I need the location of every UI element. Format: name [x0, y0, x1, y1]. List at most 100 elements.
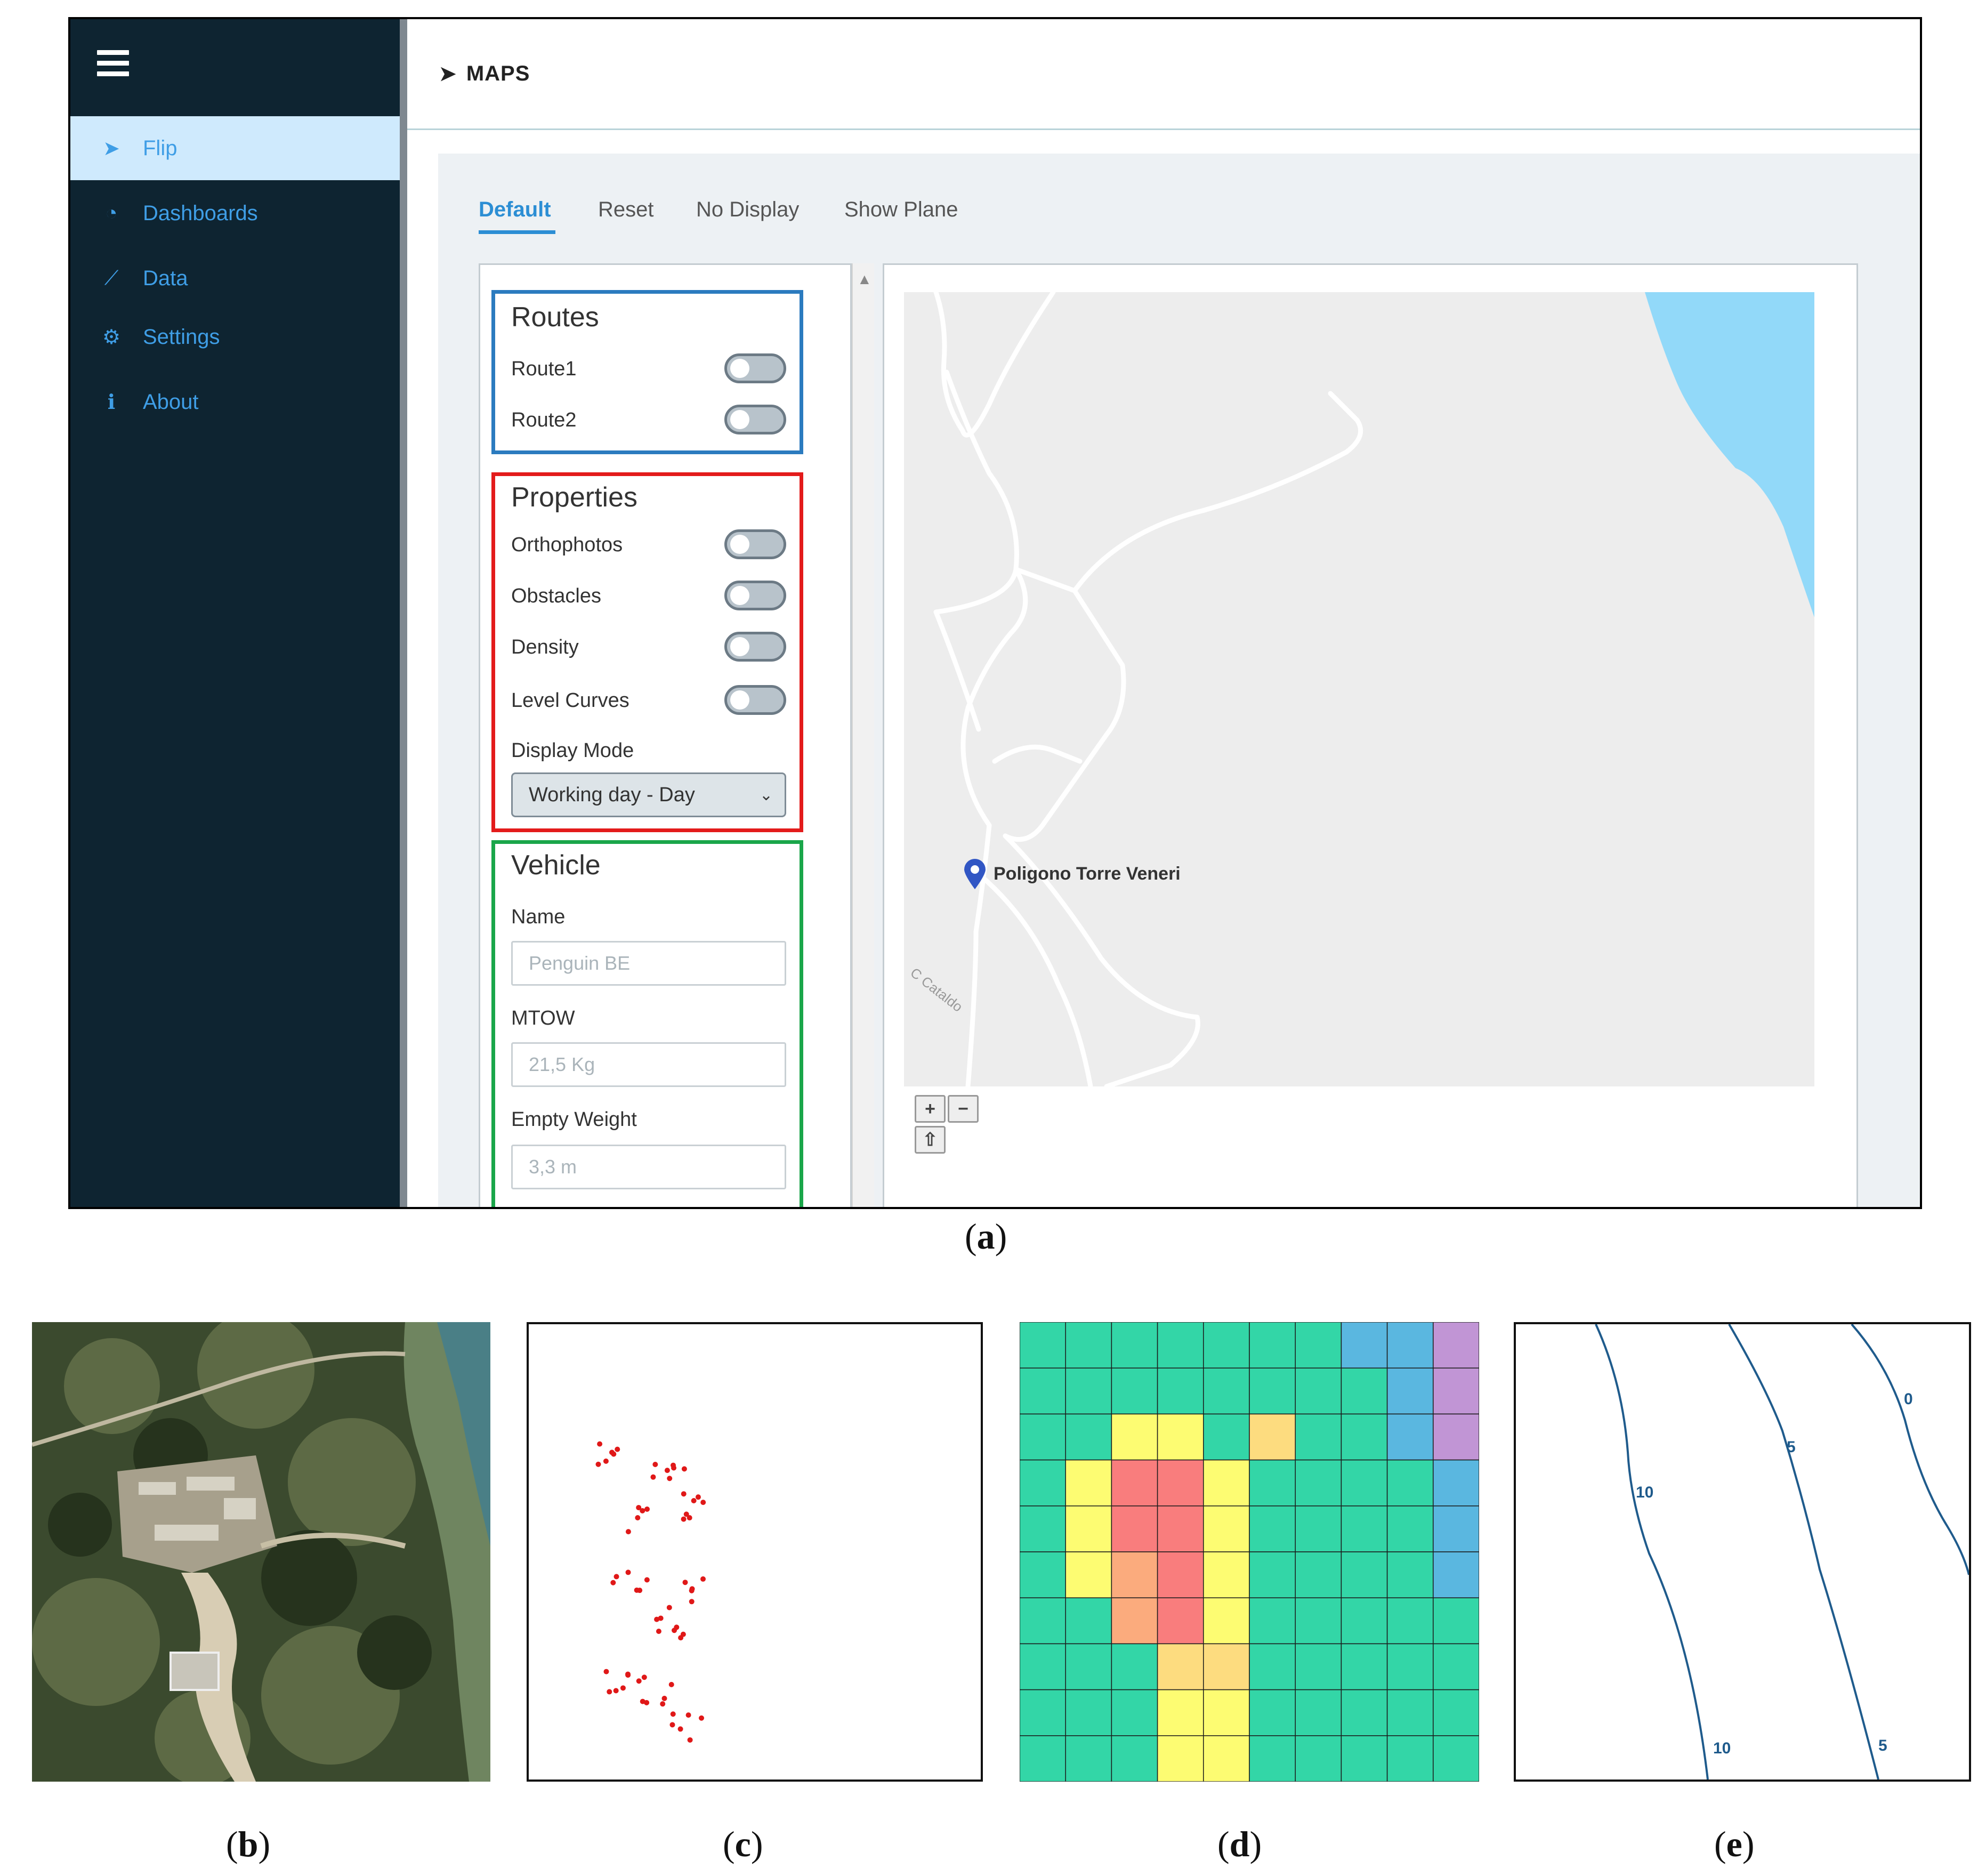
density-cell — [1111, 1322, 1158, 1368]
caption-d: (d) — [1217, 1824, 1262, 1864]
home-extent-button[interactable]: ⇧ — [915, 1126, 946, 1154]
density-toggle[interactable] — [724, 632, 786, 662]
density-cell — [1386, 1505, 1434, 1552]
empty-weight-field[interactable]: 3,3 m — [511, 1145, 786, 1189]
level-curves-label: Level Curves — [511, 689, 629, 712]
obstacle-point — [636, 1504, 642, 1510]
density-cell — [1433, 1551, 1480, 1598]
obstacle-point — [680, 1631, 686, 1637]
obstacle-point — [613, 1688, 619, 1694]
density-cell — [1433, 1322, 1480, 1368]
density-cell — [1433, 1367, 1480, 1415]
sidebar-item-label: Data — [143, 266, 188, 290]
contour-label: 10 — [1636, 1484, 1653, 1501]
obstacle-point — [695, 1494, 701, 1500]
contour-label: 10 — [1713, 1740, 1731, 1757]
density-cell — [1295, 1367, 1342, 1415]
sidebar-item-flip[interactable]: ➤ Flip — [70, 116, 400, 180]
obstacles-toggle[interactable] — [724, 581, 786, 610]
density-cell — [1019, 1459, 1066, 1507]
density-cell — [1157, 1689, 1204, 1736]
obstacle-point — [666, 1605, 672, 1611]
obstacle-point — [671, 1465, 677, 1471]
vehicle-name-field[interactable]: Penguin BE — [511, 941, 786, 986]
density-cell — [1111, 1689, 1158, 1736]
sidebar-item-about[interactable]: ℹ About — [70, 370, 400, 434]
density-cell — [1065, 1597, 1112, 1645]
obstacle-point — [661, 1695, 667, 1701]
route1-toggle[interactable] — [724, 353, 786, 383]
orthophotos-toggle[interactable] — [724, 529, 786, 559]
density-cell — [1111, 1367, 1158, 1415]
density-cell — [1341, 1643, 1388, 1690]
tab-show-plane[interactable]: Show Plane — [844, 198, 958, 221]
obstacle-point — [667, 1476, 673, 1482]
hamburger-menu-icon[interactable] — [97, 50, 129, 79]
scroll-up-icon[interactable]: ▲ — [857, 271, 872, 287]
display-mode-value: Working day - Day — [529, 783, 695, 806]
sidebar-item-settings[interactable]: ⚙ Settings — [70, 305, 400, 369]
density-cell — [1433, 1413, 1480, 1461]
obstacle-point — [644, 1700, 650, 1705]
density-cell — [1249, 1322, 1296, 1368]
obstacle-point — [689, 1586, 695, 1592]
mtow-field[interactable]: 21,5 Kg — [511, 1042, 786, 1087]
obstacle-point — [640, 1508, 645, 1513]
density-cell — [1386, 1735, 1434, 1782]
density-cell — [1203, 1322, 1250, 1368]
tab-default[interactable]: Default — [479, 198, 551, 221]
sidebar-item-data[interactable]: ⟋ Data — [70, 246, 400, 310]
density-cell — [1386, 1597, 1434, 1645]
density-cell — [1295, 1597, 1342, 1645]
density-cell — [1341, 1505, 1388, 1552]
density-cell — [1157, 1505, 1204, 1552]
contour-line-0 — [1851, 1323, 1970, 1575]
location-pin-icon[interactable] — [963, 858, 987, 890]
obstacle-point — [634, 1587, 640, 1593]
obstacle-point — [689, 1599, 695, 1605]
display-mode-label: Display Mode — [511, 739, 634, 762]
density-cell — [1019, 1413, 1066, 1461]
density-cell — [1065, 1367, 1112, 1415]
page-header: ➤ MAPS — [407, 19, 1920, 130]
density-cell — [1157, 1322, 1204, 1368]
obstacle-point — [607, 1689, 612, 1695]
contour-label: 0 — [1904, 1390, 1913, 1408]
density-cell — [1203, 1643, 1250, 1690]
obstacle-point — [650, 1474, 656, 1480]
obstacle-point — [610, 1580, 616, 1585]
zoom-out-button[interactable]: − — [948, 1095, 979, 1123]
map-canvas[interactable]: C Cataldo Poligono Torre Veneri — [904, 292, 1814, 1086]
zoom-in-button[interactable]: + — [915, 1095, 946, 1123]
tab-no-display[interactable]: No Display — [696, 198, 800, 221]
mtow-placeholder: 21,5 Kg — [529, 1053, 595, 1075]
marker-label: Poligono Torre Veneri — [994, 864, 1181, 884]
density-cell — [1249, 1643, 1296, 1690]
obstacle-point — [677, 1726, 683, 1732]
density-cell — [1295, 1322, 1342, 1368]
obstacle-point — [700, 1576, 706, 1582]
panel-scrollbar[interactable] — [852, 263, 874, 1207]
obstacle-point — [597, 1441, 603, 1447]
route1-label: Route1 — [511, 358, 577, 380]
page-title: ➤ MAPS — [439, 62, 530, 85]
obstacle-point — [660, 1701, 666, 1707]
sidebar-item-label: Settings — [143, 325, 220, 349]
density-cell — [1249, 1505, 1296, 1552]
obstacle-point — [699, 1715, 705, 1721]
tab-reset[interactable]: Reset — [598, 198, 654, 221]
obstacle-point — [636, 1678, 642, 1684]
orthophotos-label: Orthophotos — [511, 534, 623, 556]
sidebar-item-dashboards[interactable]: ◔ Dashboards — [70, 181, 400, 245]
density-cell — [1203, 1413, 1250, 1461]
level-curves-toggle[interactable] — [724, 685, 786, 715]
obstacle-point — [652, 1462, 658, 1468]
obstacle-point — [603, 1669, 609, 1674]
route2-toggle[interactable] — [724, 405, 786, 434]
density-cell — [1433, 1459, 1480, 1507]
display-mode-select[interactable]: Working day - Day ⌄ — [511, 772, 786, 817]
density-cell — [1019, 1643, 1066, 1690]
sidebar-divider — [400, 19, 407, 1207]
density-cell — [1065, 1322, 1112, 1368]
caption-a: (a) — [965, 1216, 1007, 1257]
